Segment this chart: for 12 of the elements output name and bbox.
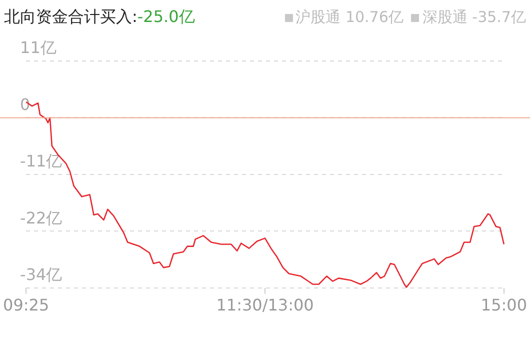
x-tick-label: 15:00 xyxy=(480,296,527,315)
y-tick-label: -34亿 xyxy=(20,264,62,284)
chart-title: 北向资金合计买入: xyxy=(4,7,138,26)
y-tick-label: 0 xyxy=(20,94,30,114)
x-tick-label: 11:30/13:00 xyxy=(216,296,314,315)
text: 深股通 -35.7亿 xyxy=(422,8,526,27)
x-tick-label: 09:25 xyxy=(3,296,50,315)
y-tick-label: 11亿 xyxy=(20,38,56,58)
chart-subtitle: -25.0亿 xyxy=(137,7,195,26)
y-tick-label: -11亿 xyxy=(20,152,62,171)
text: 沪股通 10.76亿 xyxy=(296,8,404,27)
y-tick-label: -22亿 xyxy=(20,208,62,228)
